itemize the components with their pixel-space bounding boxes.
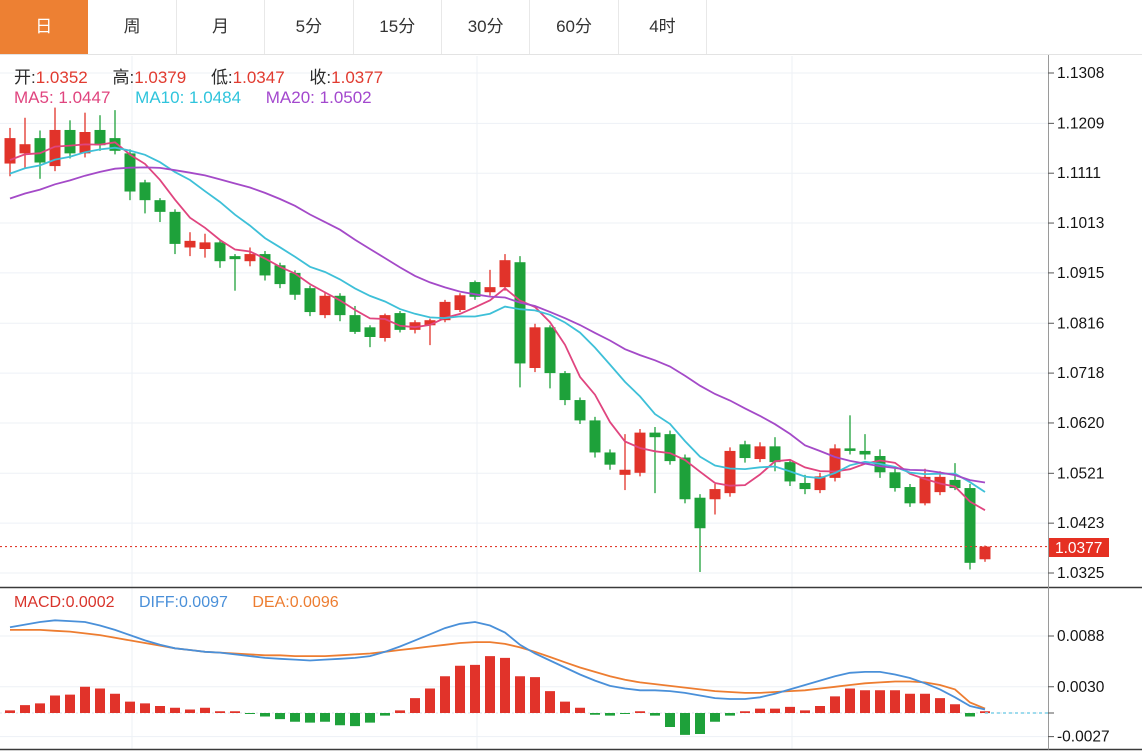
ma5-line <box>9 141 986 511</box>
ohlc-legend: 开:1.0352 高:1.0379 低:1.0347 收:1.0377 <box>14 63 403 88</box>
dea-label: DEA: <box>252 594 290 611</box>
panel-borders <box>0 55 1142 751</box>
macd-tick-label: 0.0088 <box>1057 628 1104 645</box>
tab-day[interactable]: 日 <box>0 0 89 54</box>
price-tick-label: 1.1111 <box>1057 165 1101 182</box>
last-price-badge-text: 1.0377 <box>1055 540 1102 557</box>
macd-value: 0.0002 <box>65 594 115 611</box>
macd-label: MACD: <box>14 594 66 611</box>
price-tick-label: 1.1013 <box>1057 215 1104 232</box>
last-price-badge <box>1049 538 1109 557</box>
tab-week[interactable]: 周 <box>88 0 177 54</box>
close-label: 收: <box>309 68 332 87</box>
ma-legend: MA5: 1.0447 MA10: 1.0484 MA20: 1.0502 <box>14 88 392 108</box>
ma-lines <box>9 141 986 511</box>
price-tick-label: 1.0325 <box>1057 565 1104 582</box>
price-tick-label: 1.0915 <box>1057 265 1104 282</box>
price-tick-label: 1.1209 <box>1057 115 1104 132</box>
price-tick-label: 1.0423 <box>1057 515 1104 532</box>
macd-axis: 0.0088 0.0030 -0.0027 <box>1048 628 1110 746</box>
open-value: 1.0352 <box>35 68 88 87</box>
ma20-label: MA20: <box>265 88 315 107</box>
ma10-label: MA10: <box>135 88 185 107</box>
high-label: 高: <box>112 68 135 87</box>
macd-tick-label: -0.0027 <box>1057 729 1110 746</box>
tab-30min[interactable]: 30分 <box>442 0 531 54</box>
close-value: 1.0377 <box>331 68 384 87</box>
tab-15min[interactable]: 15分 <box>354 0 442 54</box>
price-tick-label: 1.0620 <box>1057 415 1105 432</box>
price-tick-label: 1.0816 <box>1057 315 1104 332</box>
low-value: 1.0347 <box>232 68 285 87</box>
tab-month[interactable]: 月 <box>177 0 266 54</box>
low-label: 低: <box>210 68 233 87</box>
price-tick-label: 1.1308 <box>1057 65 1104 82</box>
price-tick-label: 1.0718 <box>1057 365 1104 382</box>
macd-panel <box>5 619 1048 735</box>
price-tick-label: 1.0521 <box>1057 465 1104 482</box>
diff-line <box>9 619 986 711</box>
price-axis: 1.1308 1.1209 1.1111 1.1013 1.0915 1.0816 1.07… <box>1048 65 1109 582</box>
ma5-value: 1.0447 <box>58 88 111 107</box>
macd-tick-label: 0.0030 <box>1057 679 1105 696</box>
diff-label: DIFF: <box>138 594 179 611</box>
dea-value: 0.0096 <box>289 594 339 611</box>
candlesticks <box>4 107 991 572</box>
high-value: 1.0379 <box>134 68 187 87</box>
open-label: 开: <box>14 68 36 87</box>
timeframe-tabbar: 日 周 月 5分 15分 30分 60分 4时 <box>0 0 1142 55</box>
ma10-value: 1.0484 <box>189 88 242 107</box>
tab-60min[interactable]: 60分 <box>530 0 619 54</box>
ma5-label: MA5: <box>14 88 54 107</box>
ma20-line <box>9 166 986 484</box>
tab-5min[interactable]: 5分 <box>265 0 354 54</box>
tab-4hour[interactable]: 4时 <box>619 0 708 54</box>
ma20-value: 1.0502 <box>319 88 372 107</box>
macd-legend: MACD:0.0002 DIFF:0.0097 DEA:0.0096 <box>14 594 359 612</box>
ma10-line <box>9 146 986 493</box>
diff-value: 0.0097 <box>178 594 228 611</box>
